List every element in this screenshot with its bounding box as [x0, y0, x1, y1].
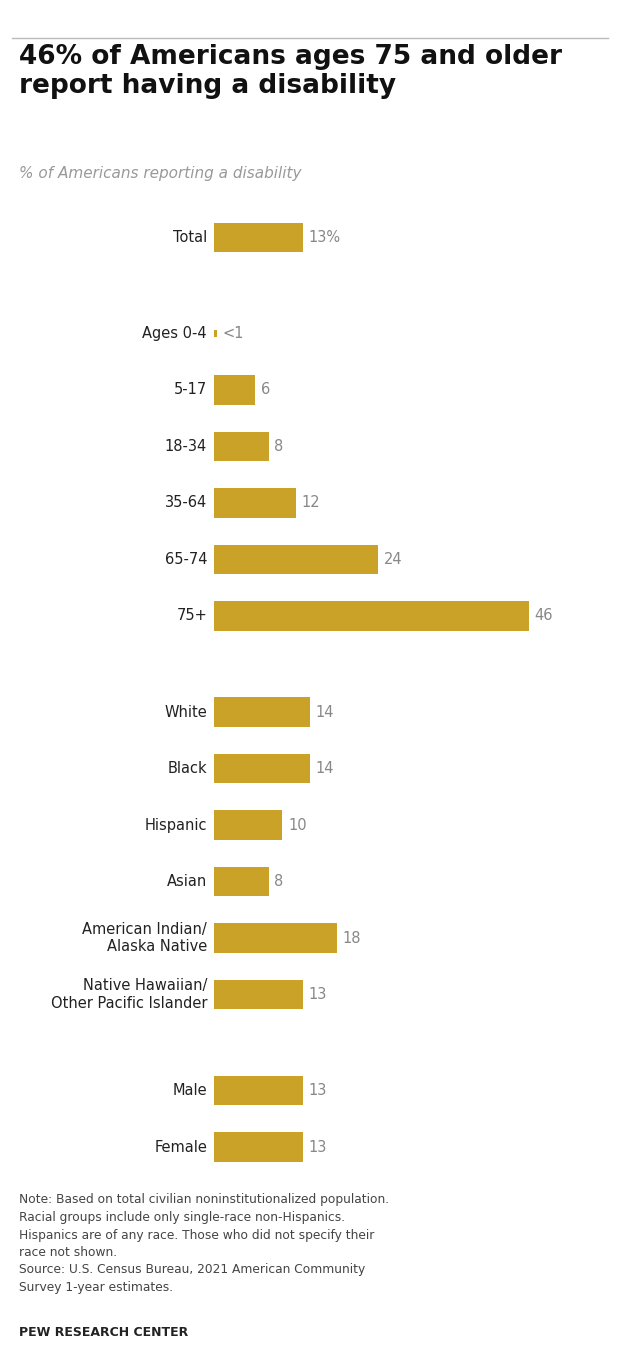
- Text: Asian: Asian: [167, 874, 207, 889]
- Text: 18: 18: [343, 930, 361, 945]
- Text: 35-64: 35-64: [165, 495, 207, 510]
- Bar: [214, 432, 268, 461]
- Text: 46: 46: [534, 608, 553, 623]
- Bar: [214, 697, 310, 727]
- Text: 12: 12: [302, 495, 321, 510]
- Bar: [214, 488, 296, 517]
- Text: Black: Black: [167, 761, 207, 776]
- Text: PEW RESEARCH CENTER: PEW RESEARCH CENTER: [19, 1326, 188, 1339]
- Bar: [214, 1132, 303, 1162]
- Bar: [214, 375, 255, 405]
- Text: <1: <1: [222, 326, 244, 341]
- Text: 13: 13: [309, 1140, 327, 1154]
- Text: Note: Based on total civilian noninstitutionalized population.
Racial groups inc: Note: Based on total civilian noninstitu…: [19, 1194, 389, 1294]
- Text: 46% of Americans ages 75 and older
report having a disability: 46% of Americans ages 75 and older repor…: [19, 44, 562, 98]
- Text: 24: 24: [384, 552, 402, 567]
- Text: White: White: [164, 705, 207, 719]
- Text: 13%: 13%: [309, 231, 340, 244]
- Text: 65-74: 65-74: [164, 552, 207, 567]
- Text: 6: 6: [260, 382, 270, 397]
- Bar: [214, 868, 268, 896]
- Text: Hispanic: Hispanic: [144, 817, 207, 832]
- Bar: [214, 810, 283, 840]
- Text: Total: Total: [173, 231, 207, 244]
- Text: 5-17: 5-17: [174, 382, 207, 397]
- Bar: [214, 923, 337, 952]
- Text: 18-34: 18-34: [165, 439, 207, 454]
- Bar: [214, 754, 310, 783]
- Text: 10: 10: [288, 817, 306, 832]
- Text: 13: 13: [309, 1083, 327, 1098]
- Text: Male: Male: [172, 1083, 207, 1098]
- Text: 75+: 75+: [176, 608, 207, 623]
- Bar: [214, 1076, 303, 1105]
- Text: % of Americans reporting a disability: % of Americans reporting a disability: [19, 166, 301, 181]
- Text: 14: 14: [316, 761, 334, 776]
- Text: 13: 13: [309, 988, 327, 1003]
- Text: 14: 14: [316, 705, 334, 719]
- Text: 8: 8: [274, 439, 283, 454]
- Text: Ages 0-4: Ages 0-4: [143, 326, 207, 341]
- Bar: [214, 544, 378, 574]
- Text: Female: Female: [154, 1140, 207, 1154]
- Bar: [214, 602, 529, 630]
- Text: Native Hawaiian/
Other Pacific Islander: Native Hawaiian/ Other Pacific Islander: [51, 978, 207, 1011]
- Bar: [214, 330, 216, 337]
- Bar: [214, 979, 303, 1009]
- Text: 8: 8: [274, 874, 283, 889]
- Bar: [214, 222, 303, 252]
- Text: American Indian/
Alaska Native: American Indian/ Alaska Native: [82, 922, 207, 955]
